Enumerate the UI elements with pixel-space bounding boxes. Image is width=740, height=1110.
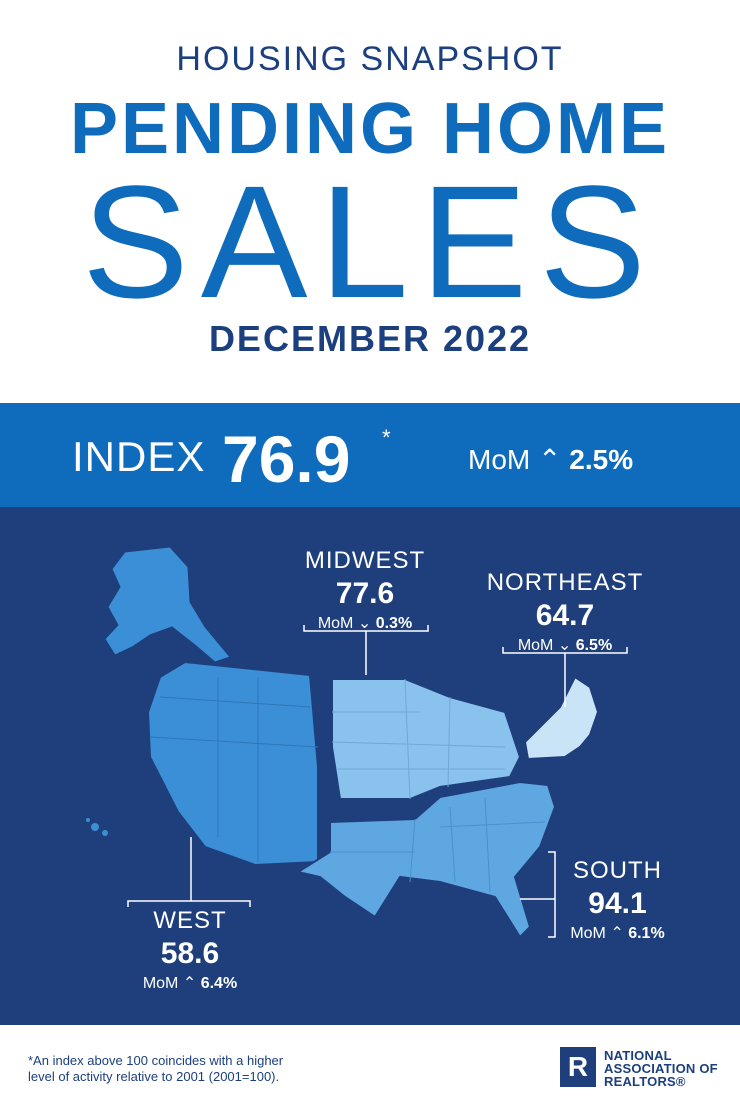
realtor-r-icon: R bbox=[560, 1047, 596, 1087]
chevron-up-icon: ⌃ bbox=[538, 444, 562, 475]
title-line-2: SALES bbox=[82, 152, 658, 331]
region-mom: MoM ⌄ 6.5% bbox=[517, 637, 613, 654]
region-value: 94.1 bbox=[588, 887, 647, 920]
mom-label: MoM bbox=[468, 444, 531, 475]
index-label: INDEX bbox=[72, 433, 206, 480]
region-name: SOUTH bbox=[573, 857, 662, 884]
nar-logo: R NATIONAL ASSOCIATION OF REALTORS® bbox=[560, 1047, 730, 1093]
region-name: MIDWEST bbox=[304, 547, 426, 574]
west-label: WEST 58.6 MoM ⌃ 6.4% bbox=[115, 907, 265, 993]
header: HOUSING SNAPSHOT PENDING HOME SALES DECE… bbox=[0, 0, 740, 400]
us-region-map bbox=[86, 546, 628, 939]
northeast-leader bbox=[502, 647, 628, 707]
region-mom: MoM ⌄ 0.3% bbox=[317, 615, 413, 632]
midwest-label: MIDWEST 77.6 MoM ⌄ 0.3% bbox=[290, 547, 440, 633]
northeast-label: NORTHEAST 64.7 MoM ⌄ 6.5% bbox=[480, 569, 650, 655]
chevron-down-icon: ⌄ bbox=[557, 637, 572, 654]
south-region-shape bbox=[295, 780, 557, 939]
midwest-region-shape bbox=[331, 678, 522, 800]
region-value: 58.6 bbox=[160, 937, 220, 970]
footnote-mark: * bbox=[382, 425, 391, 450]
region-value: 64.7 bbox=[535, 599, 595, 632]
region-mom: MoM ⌃ 6.4% bbox=[142, 975, 238, 992]
region-mom: MoM ⌃ 6.1% bbox=[570, 925, 665, 942]
kicker: HOUSING SNAPSHOT bbox=[176, 40, 564, 78]
period: DECEMBER 2022 bbox=[208, 318, 532, 359]
index-value: 76.9 bbox=[222, 422, 351, 496]
west-region-shape bbox=[146, 660, 319, 867]
chevron-up-icon: ⌃ bbox=[182, 975, 197, 992]
chevron-down-icon: ⌄ bbox=[357, 615, 372, 632]
region-name: NORTHEAST bbox=[486, 569, 644, 596]
hawaii-shape bbox=[91, 823, 99, 831]
chevron-up-icon: ⌃ bbox=[610, 925, 624, 942]
map-zone: MIDWEST 77.6 MoM ⌄ 0.3% NORTHEAST 64.7 M… bbox=[0, 507, 740, 1025]
northeast-region-shape bbox=[523, 675, 600, 761]
midwest-leader bbox=[303, 625, 429, 675]
index-mom: MoM ⌃ 2.5% bbox=[468, 443, 633, 476]
region-value: 77.6 bbox=[335, 577, 395, 610]
alaska-shape bbox=[104, 546, 231, 663]
footer: *An index above 100 coincides with a hig… bbox=[0, 1025, 740, 1110]
index-bar: INDEX 76.9 * MoM ⌃ 2.5% bbox=[0, 403, 740, 507]
west-leader bbox=[127, 837, 251, 907]
title-line-1: PENDING HOME bbox=[69, 89, 671, 169]
south-label: SOUTH 94.1 MoM ⌃ 6.1% bbox=[555, 857, 680, 943]
south-leader bbox=[520, 851, 556, 938]
region-name: WEST bbox=[153, 907, 227, 934]
footnote: *An index above 100 coincides with a hig… bbox=[28, 1053, 284, 1084]
mom-change: 2.5% bbox=[569, 444, 634, 475]
logo-text: NATIONAL ASSOCIATION OF REALTORS® bbox=[604, 1048, 718, 1089]
